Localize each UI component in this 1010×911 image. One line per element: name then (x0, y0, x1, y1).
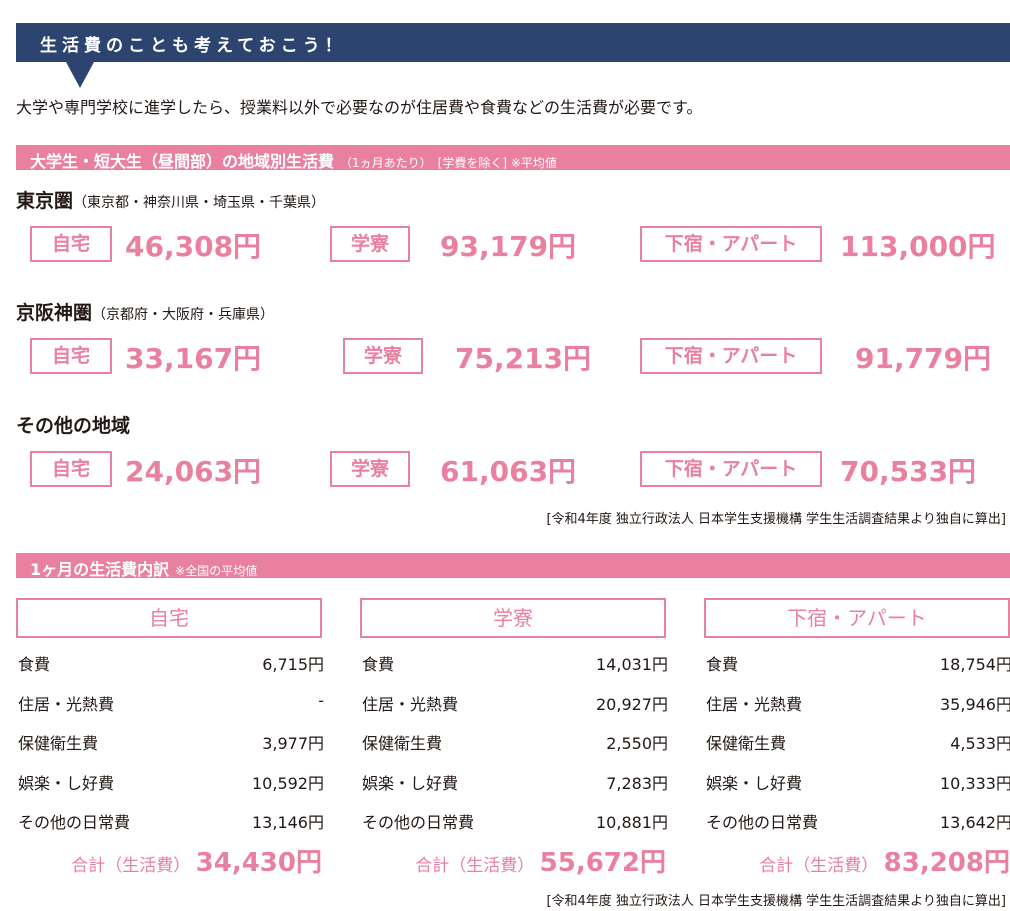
column-header-home: 自宅 (16, 598, 322, 638)
item-label: 娯楽・し好費 (18, 773, 115, 793)
total-row: 合計（生活費） 55,672円 (360, 842, 666, 879)
item-label: 住居・光熱費 (362, 694, 459, 714)
region-name: その他の地域 (16, 415, 131, 437)
item-value: 10,881円 (596, 813, 668, 832)
section-title: 大学生・短大生（昼間部）の地域別生活費 (30, 152, 335, 171)
label-apart: 下宿・アパート (640, 451, 822, 487)
banner-pointer (66, 62, 94, 88)
item-label: 保健衛生費 (706, 734, 787, 753)
item-label: 娯楽・し好費 (362, 773, 459, 793)
breakdown-row: 娯楽・し好費 7,283円 (362, 770, 668, 794)
label-dorm: 学寮 (343, 338, 423, 374)
breakdown-row: 住居・光熱費 35,946円 (706, 691, 1010, 715)
amount-dorm: 61,063円 (440, 455, 577, 488)
breakdown-row: 食費 14,031円 (362, 651, 668, 675)
item-value: 3,977円 (262, 734, 324, 753)
intro-text: 大学や専門学校に進学したら、授業料以外で必要なのが住居費や食費などの生活費が必要… (16, 98, 703, 117)
total-row: 合計（生活費） 34,430円 (16, 842, 322, 879)
label-apart: 下宿・アパート (640, 226, 822, 262)
total-label: 合計（生活費） (71, 856, 191, 876)
item-value: 6,715円 (262, 655, 324, 674)
breakdown-row: その他の日常費 10,881円 (362, 809, 668, 833)
item-label: 食費 (18, 655, 51, 674)
column-header-dorm: 学寮 (360, 598, 666, 638)
section-subtitle: （1ヵ月あたり） [学費を除く] ※平均値 (340, 156, 557, 170)
item-label: 住居・光熱費 (706, 694, 803, 714)
item-value: 35,946円 (940, 694, 1010, 714)
amount-apart: 70,533円 (840, 455, 977, 488)
item-value: 2,550円 (606, 734, 668, 753)
item-label: 住居・光熱費 (18, 694, 115, 714)
breakdown-row: 娯楽・し好費 10,333円 (706, 770, 1010, 794)
item-value: 7,283円 (606, 773, 668, 793)
section-title: 1ヶ月の生活費内訳 (30, 560, 170, 579)
header-banner: 生活費のことも考えておこう！ (16, 23, 1010, 62)
label-dorm: 学寮 (330, 226, 410, 262)
column-header-apart: 下宿・アパート (704, 598, 1010, 638)
breakdown-row: 住居・光熱費 - (18, 691, 324, 715)
item-value: 14,031円 (596, 655, 668, 674)
item-value: 4,533円 (950, 734, 1010, 753)
source-note: [令和4年度 独立行政法人 日本学生支援機構 学生生活調査結果より独自に算出] (546, 512, 1006, 527)
region-name: 東京圏（東京都・神奈川県・埼玉県・千葉県） (16, 190, 326, 212)
breakdown-row: その他の日常費 13,146円 (18, 809, 324, 833)
label-home: 自宅 (30, 338, 112, 374)
region-name: 京阪神圏（京都府・大阪府・兵庫県） (16, 302, 275, 324)
item-value: 10,592円 (252, 773, 324, 793)
section-regional-header: 大学生・短大生（昼間部）の地域別生活費 （1ヵ月あたり） [学費を除く] ※平均値 (16, 145, 1010, 171)
label-home: 自宅 (30, 451, 112, 487)
total-value: 34,430円 (195, 848, 322, 878)
item-value: 13,642円 (940, 813, 1010, 832)
breakdown-row: 娯楽・し好費 10,592円 (18, 770, 324, 794)
item-label: その他の日常費 (362, 813, 475, 832)
amount-apart: 113,000円 (840, 230, 996, 263)
item-value: 20,927円 (596, 694, 668, 714)
label-apart: 下宿・アパート (640, 338, 822, 374)
amount-dorm: 75,213円 (455, 342, 592, 375)
item-label: 娯楽・し好費 (706, 773, 803, 793)
breakdown-row: 保健衛生費 2,550円 (362, 730, 668, 754)
item-value: - (318, 690, 324, 710)
label-dorm: 学寮 (330, 451, 410, 487)
breakdown-row: その他の日常費 13,642円 (706, 809, 1010, 833)
source-note-2: [令和4年度 独立行政法人 日本学生支援機構 学生生活調査結果より独自に算出] (546, 894, 1006, 909)
banner-title: 生活費のことも考えておこう！ (40, 36, 347, 56)
item-value: 13,146円 (252, 813, 324, 832)
breakdown-row: 保健衛生費 4,533円 (706, 730, 1010, 754)
amount-dorm: 93,179円 (440, 230, 577, 263)
item-value: 10,333円 (940, 773, 1010, 793)
item-value: 18,754円 (940, 655, 1010, 674)
item-label: 食費 (362, 655, 395, 674)
label-home: 自宅 (30, 226, 112, 262)
amount-home: 33,167円 (125, 342, 262, 375)
item-label: 保健衛生費 (18, 734, 99, 753)
total-row: 合計（生活費） 83,208円 (704, 842, 1010, 879)
breakdown-row: 食費 18,754円 (706, 651, 1010, 675)
breakdown-row: 保健衛生費 3,977円 (18, 730, 324, 754)
item-label: その他の日常費 (18, 813, 131, 832)
total-label: 合計（生活費） (759, 856, 879, 876)
total-label: 合計（生活費） (415, 856, 535, 876)
item-label: 保健衛生費 (362, 734, 443, 753)
item-label: 食費 (706, 655, 739, 674)
breakdown-row: 食費 6,715円 (18, 651, 324, 675)
total-value: 55,672円 (539, 848, 666, 878)
section-breakdown-header: 1ヶ月の生活費内訳 ※全国の平均値 (16, 553, 1010, 579)
item-label: その他の日常費 (706, 813, 819, 832)
amount-home: 46,308円 (125, 230, 262, 263)
amount-apart: 91,779円 (855, 342, 992, 375)
total-value: 83,208円 (883, 848, 1010, 878)
amount-home: 24,063円 (125, 455, 262, 488)
section-subtitle: ※全国の平均値 (175, 564, 258, 578)
breakdown-row: 住居・光熱費 20,927円 (362, 691, 668, 715)
